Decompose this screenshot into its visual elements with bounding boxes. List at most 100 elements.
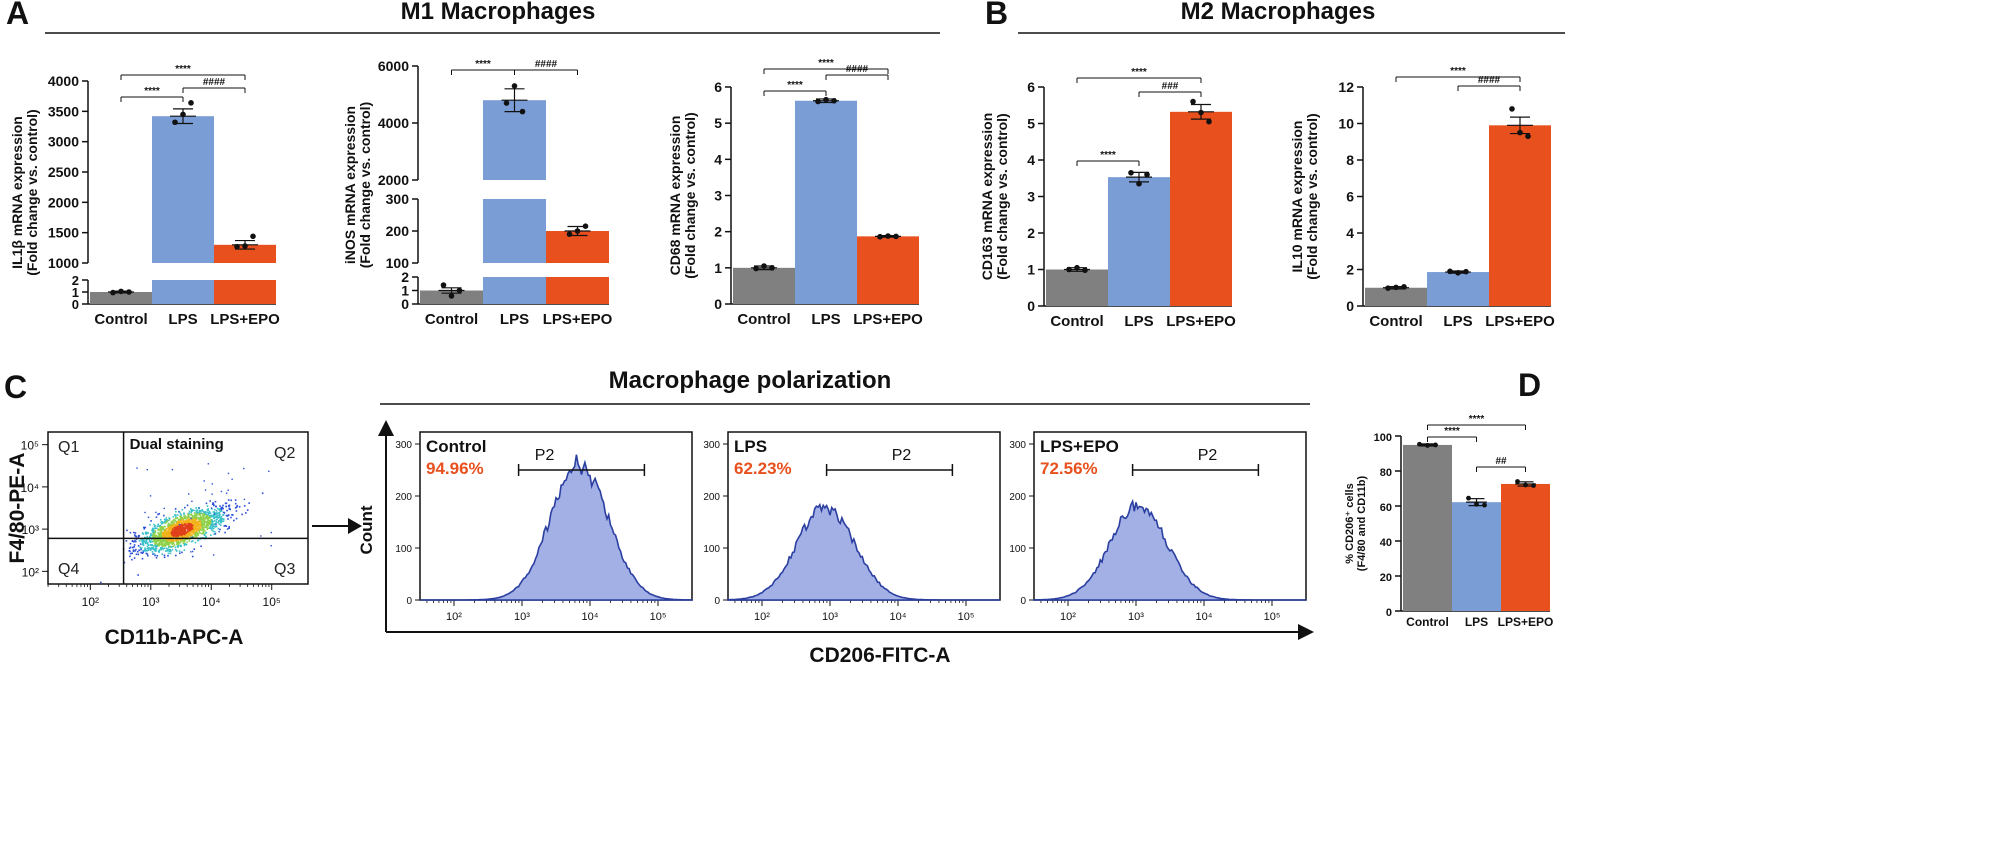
scatter-event [183, 512, 185, 514]
scatter-event [248, 502, 250, 504]
scatter-event [181, 524, 183, 526]
scatter-event [218, 520, 220, 522]
scatter-event [203, 511, 205, 514]
scatter-event [165, 527, 168, 530]
category-label: LPS+EPO [210, 311, 280, 328]
scatter-event [145, 549, 147, 551]
category-label: Control [1050, 313, 1103, 330]
scatter-event [182, 518, 185, 521]
data-point [1206, 118, 1212, 125]
data-point [110, 289, 116, 296]
data-point [1455, 269, 1461, 276]
y-axis-label: IL1β mRNA expression [9, 116, 25, 269]
scatter-event [216, 507, 219, 510]
scatter-event [160, 527, 162, 530]
scatter-event [182, 526, 184, 529]
scatter-event [151, 551, 154, 553]
scatter-event [161, 541, 164, 543]
y-tick-label: 200 [395, 492, 412, 503]
scatter-event [216, 515, 218, 517]
scatter-event [212, 527, 215, 530]
scatter-event [169, 548, 171, 551]
panel-title-polarization: Macrophage polarization [609, 367, 892, 394]
scatter-event [181, 551, 183, 554]
scatter-event [207, 513, 210, 516]
data-point [1466, 495, 1471, 501]
scatter-event [175, 510, 177, 513]
bar-lps-epo [546, 277, 609, 304]
scatter-event [154, 554, 156, 557]
y-tick-label: 4000 [378, 115, 409, 131]
scatter-event [177, 531, 179, 534]
scatter-event [145, 542, 147, 544]
significance-label: **** [1131, 67, 1147, 78]
category-label: Control [94, 311, 147, 328]
scatter-event [164, 525, 166, 528]
scatter-event [162, 531, 164, 534]
bar-control [1365, 287, 1427, 306]
scatter-event [167, 533, 170, 535]
scatter-event [187, 536, 189, 539]
scatter-event [150, 548, 152, 550]
scatter-event [137, 545, 140, 547]
scatter-event [213, 523, 215, 525]
scatter-event [218, 515, 221, 518]
scatter-event [172, 545, 175, 548]
scatter-event [182, 535, 185, 537]
scatter-event [199, 521, 202, 523]
scatter-event [195, 516, 197, 519]
scatter-event [213, 533, 216, 535]
y-tick-label: 2 [714, 224, 722, 240]
scatter-event [194, 515, 196, 518]
scatter-event [187, 523, 190, 525]
scatter-event [207, 511, 209, 514]
scatter-event [167, 527, 170, 529]
scatter-event [164, 535, 166, 538]
scatter-event [188, 518, 190, 520]
scatter-event [204, 520, 206, 523]
scatter-event [170, 524, 173, 527]
scatter-event [202, 513, 205, 515]
scatter-event [210, 515, 213, 518]
scatter-event [211, 527, 213, 530]
y-tick-label: 5 [1027, 116, 1035, 132]
scatter-event [185, 538, 187, 540]
scatter-event [158, 512, 161, 515]
scatter-event [171, 540, 174, 542]
scatter-event [153, 533, 155, 536]
scatter-event [195, 532, 197, 534]
x-tick-label: 10⁴ [890, 611, 907, 623]
y-tick-label: 0 [1346, 298, 1354, 314]
bar-lps-epo [214, 244, 276, 263]
significance-label: **** [1450, 66, 1466, 77]
scatter-event [228, 504, 231, 507]
chart-il10: 0 2 4 6 8 10 12 Control LPS LPS+EPO IL10 mRNA expr… [1289, 66, 1555, 330]
scatter-event [125, 540, 128, 542]
scatter-event [159, 541, 161, 544]
scatter-event [178, 525, 180, 528]
scatter-event [231, 514, 233, 516]
scatter-event [196, 522, 198, 525]
significance-label: **** [818, 58, 834, 69]
scatter-event [180, 514, 182, 516]
scatter-event [217, 521, 220, 524]
scatter-event [223, 512, 226, 514]
y-tick-label: 300 [1009, 440, 1026, 451]
scatter-event [154, 535, 156, 537]
scatter-event [204, 489, 207, 491]
scatter-event [181, 516, 184, 519]
scatter-event [163, 544, 166, 547]
x-tick-label: 10³ [1128, 611, 1144, 623]
scatter-event [172, 526, 174, 529]
bar-lps-epo [1501, 483, 1550, 611]
scatter-event [177, 542, 180, 545]
scatter-event [182, 532, 184, 535]
scatter-event [162, 528, 164, 531]
scatter-event [197, 521, 199, 524]
scatter-event [183, 517, 186, 519]
scatter-event [149, 536, 151, 538]
scatter-event [211, 529, 213, 531]
category-label: Control [737, 311, 790, 328]
data-point [1066, 266, 1072, 273]
